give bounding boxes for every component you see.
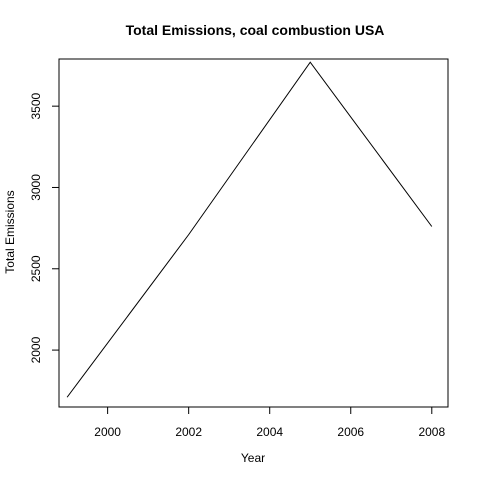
y-tick-label: 2000 [29, 336, 43, 363]
x-axis: 2000 2002 2004 2006 2008 [94, 406, 445, 439]
x-tick-label: 2000 [94, 425, 121, 439]
x-tick-label: 2008 [418, 425, 445, 439]
x-tick-label: 2002 [175, 425, 202, 439]
x-tick-label: 2006 [337, 425, 364, 439]
chart-title: Total Emissions, coal combustion USA [126, 22, 385, 38]
x-axis-label: Year [241, 451, 265, 465]
series-line [66, 61, 433, 398]
y-tick-label: 2500 [29, 255, 43, 282]
plot-frame [58, 58, 449, 408]
y-axis: 2000 2500 3000 3500 [29, 92, 60, 363]
series [66, 61, 433, 398]
y-tick-label: 3000 [29, 174, 43, 201]
y-tick-label: 3500 [29, 92, 43, 119]
y-axis-label: Total Emissions [3, 190, 17, 273]
x-tick-label: 2004 [256, 425, 283, 439]
